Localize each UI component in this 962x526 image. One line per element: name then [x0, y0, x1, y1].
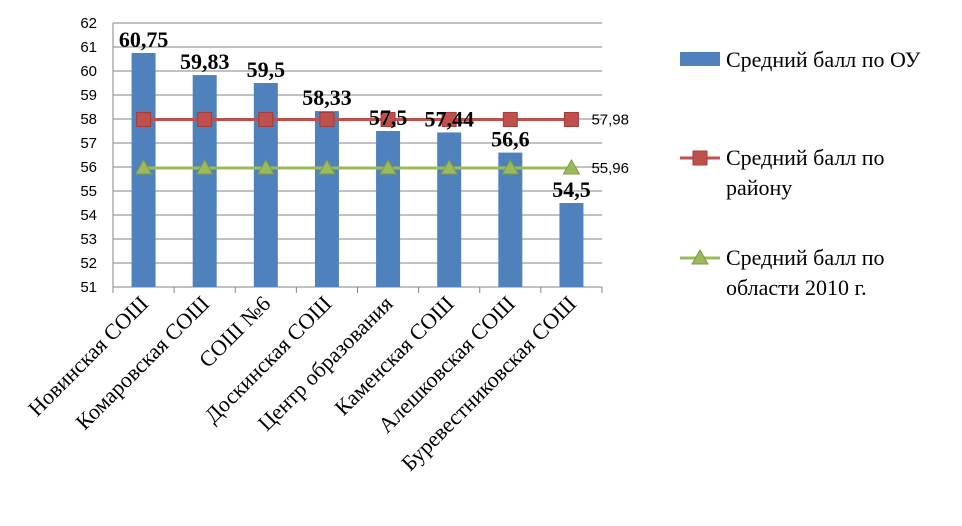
y-tick-label: 62 [80, 15, 97, 32]
y-tick-label: 60 [80, 63, 97, 80]
bar-data-label: 59,5 [247, 57, 286, 82]
legend-label: Средний балл по [726, 245, 885, 270]
line-end-label: 55,96 [591, 160, 629, 177]
legend-label: району [726, 175, 792, 200]
square-marker [319, 111, 335, 127]
y-tick-label: 61 [80, 39, 97, 56]
triangle-marker [562, 158, 581, 175]
y-tick-label: 54 [80, 207, 97, 224]
y-tick-label: 55 [80, 183, 97, 200]
square-marker [197, 111, 213, 127]
triangle-marker [256, 158, 275, 175]
square-marker [441, 111, 457, 127]
line-end-label: 57,98 [591, 111, 629, 128]
square-marker [136, 111, 152, 127]
legend-square-marker [692, 150, 708, 166]
y-tick-label: 57 [80, 135, 97, 152]
y-tick-label: 53 [80, 231, 97, 248]
bar [559, 203, 584, 287]
triangle-marker [134, 158, 153, 175]
y-tick-label: 51 [80, 279, 97, 296]
y-tick-label: 52 [80, 255, 97, 272]
triangle-marker [195, 158, 214, 175]
square-marker [563, 111, 579, 127]
bar-data-label: 54,5 [552, 177, 591, 202]
square-marker [258, 111, 274, 127]
bar [192, 75, 217, 287]
bar-data-label: 57,5 [369, 105, 408, 130]
bar-data-label: 60,75 [119, 27, 169, 52]
square-marker [380, 111, 396, 127]
bar [498, 152, 523, 287]
bar [376, 131, 401, 287]
square-marker [502, 111, 518, 127]
triangle-marker [501, 158, 520, 175]
legend-label: области 2010 г. [726, 275, 867, 300]
triangle-marker [318, 158, 336, 175]
triangle-marker [379, 158, 397, 175]
legend-triangle-marker [691, 248, 709, 265]
bar-data-label: 58,33 [302, 85, 352, 110]
y-tick-label: 56 [80, 159, 97, 176]
legend-label: Средний балл по ОУ [726, 47, 921, 72]
legend-label: Средний балл по [726, 145, 885, 170]
bar-data-label: 56,6 [491, 127, 530, 152]
bar [314, 111, 339, 287]
bar-data-label: 57,44 [424, 106, 474, 131]
legend-swatch-bar [680, 52, 720, 66]
bar [437, 132, 462, 287]
y-tick-label: 59 [80, 87, 97, 104]
triangle-marker [440, 158, 459, 175]
bar-data-label: 59,83 [180, 49, 230, 74]
y-tick-label: 58 [80, 111, 97, 128]
